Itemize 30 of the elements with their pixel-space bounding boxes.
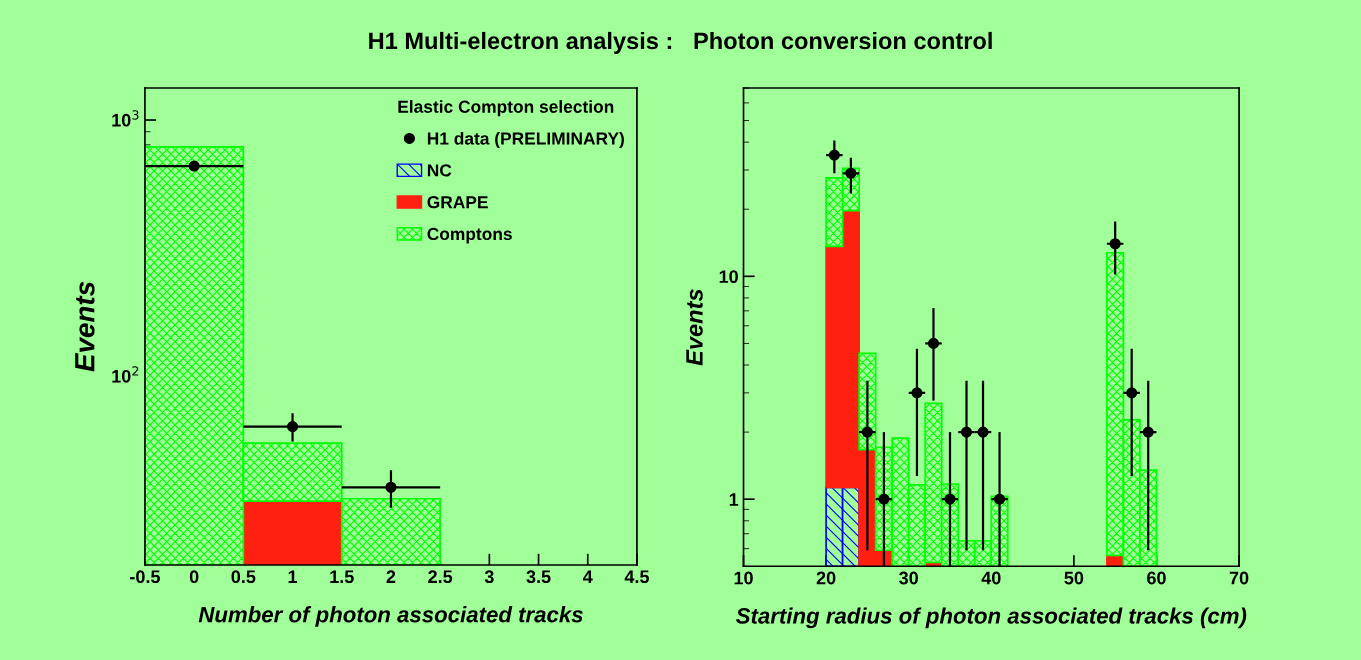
- x-tick-label: 3: [484, 570, 494, 584]
- x-axis-title: Number of photon associated tracks: [198, 606, 583, 627]
- x-tick-label: 0: [189, 570, 199, 584]
- x-tick-label: 10: [734, 571, 753, 585]
- x-tick-label: 2: [386, 570, 396, 583]
- x-tick-label: 70: [1229, 571, 1249, 585]
- x-tick-label: -0.5: [130, 570, 160, 584]
- legend-label: H1 data (PRELIMINARY): [427, 131, 624, 149]
- x-tick-label: 1.5: [330, 570, 354, 584]
- x-tick-label: 3.5: [526, 570, 551, 584]
- x-tick-label: 60: [1147, 571, 1166, 585]
- x-tick-label: 1: [288, 570, 298, 583]
- legend-label: GRAPE: [427, 196, 488, 209]
- x-tick-label: 4: [583, 570, 593, 583]
- x-tick-label: 20: [816, 571, 836, 585]
- x-tick-label: 40: [981, 571, 1001, 585]
- y-axis-title: Events: [686, 289, 703, 366]
- x-tick-label: 0.5: [231, 570, 256, 584]
- legend-label: NC: [427, 164, 452, 177]
- y-tick-label: 10$^{2}$: [112, 366, 139, 383]
- x-tick-label: 50: [1064, 571, 1084, 585]
- x-tick-label: 30: [899, 571, 918, 585]
- legend-label: Comptons: [427, 227, 512, 244]
- y-tick-label: 10$^{3}$: [112, 110, 139, 127]
- y-axis-title: Events: [75, 281, 95, 372]
- chart-title: H1 Multi-electron analysis : Photon conversion control: [369, 31, 992, 54]
- x-tick-label: 4.5: [624, 570, 649, 584]
- legend-title: Elastic Compton selection: [398, 100, 614, 117]
- x-axis-title: Starting radius of photon associated tracks (cm): [735, 607, 1247, 629]
- x-tick-label: 2.5: [428, 570, 453, 584]
